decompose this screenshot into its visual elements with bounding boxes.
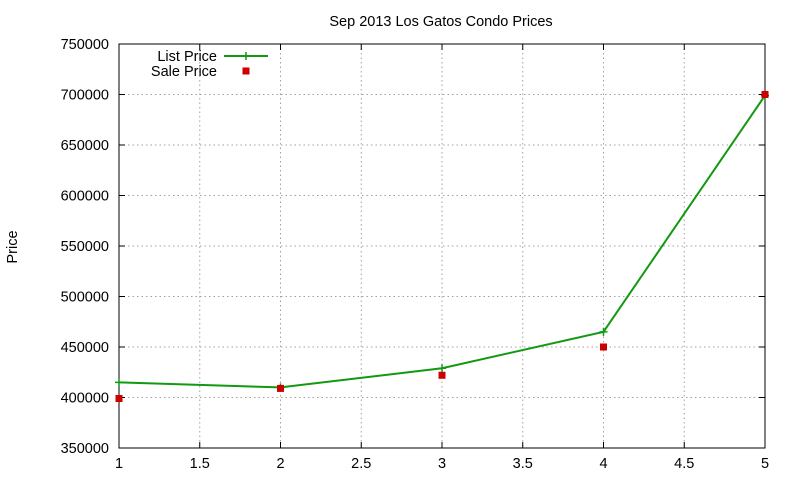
sale-price-point — [277, 384, 284, 392]
legend-label: List Price — [157, 49, 217, 65]
sale-price-point — [115, 395, 123, 403]
sale-price-point — [600, 343, 607, 351]
x-tick-label: 3 — [438, 456, 446, 472]
legend-swatch-marker — [242, 52, 250, 60]
list-price-point — [599, 327, 608, 336]
legend-label: Sale Price — [151, 64, 217, 80]
series-1 — [115, 91, 769, 403]
sale-price-point — [761, 91, 769, 98]
sale-price-point — [438, 371, 446, 379]
y-tick-label: 750000 — [61, 37, 109, 53]
y-tick-label: 450000 — [61, 340, 109, 356]
x-tick-label: 4 — [599, 456, 607, 472]
list-price-point — [115, 378, 123, 387]
list-price-point — [438, 364, 446, 373]
x-tick-label: 2.5 — [351, 456, 371, 472]
y-tick-label: 550000 — [61, 239, 109, 255]
x-tick-label: 2 — [276, 456, 284, 472]
y-tick-label: 400000 — [61, 391, 109, 407]
y-tick-label: 500000 — [61, 290, 109, 306]
x-tick-label: 5 — [761, 456, 769, 472]
y-tick-label: 350000 — [61, 441, 109, 457]
legend-item-1: Sale Price — [151, 64, 250, 80]
y-axis-label: Price — [5, 230, 21, 263]
y-tick-label: 600000 — [61, 189, 109, 205]
chart-title: Sep 2013 Los Gatos Condo Prices — [329, 14, 552, 30]
legend-item-0: List Price — [157, 49, 268, 65]
series-layer — [115, 91, 769, 403]
grid — [119, 44, 765, 448]
y-tick-label: 700000 — [61, 88, 109, 104]
x-tick-label: 4.5 — [674, 456, 694, 472]
axis-ticks: 1 1.5 2 2.5 3 3.5 4 4.5 5 350000 400000 450000 50000… — [61, 37, 769, 472]
legend-swatch-marker — [242, 67, 250, 75]
x-tick-label: 3.5 — [513, 456, 533, 472]
x-tick-label: 1 — [115, 456, 123, 472]
x-tick-label: 1.5 — [190, 456, 210, 472]
y-tick-label: 650000 — [61, 138, 109, 154]
